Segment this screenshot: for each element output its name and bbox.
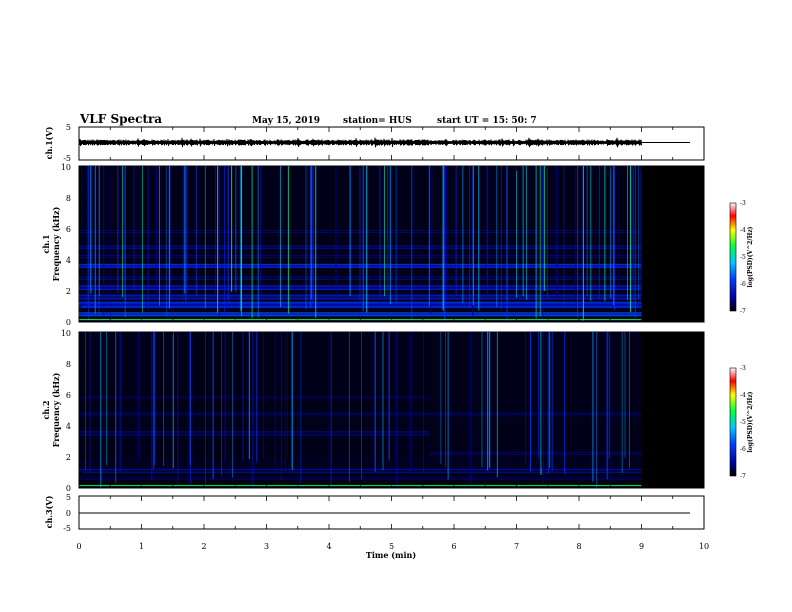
spectrum-band xyxy=(79,397,429,398)
ch1-spec-ytick-8: 8 xyxy=(66,194,71,203)
ch2-cb-tick-m7: -7 xyxy=(740,473,746,480)
ch1-colorbar xyxy=(729,202,737,312)
ch1-ylabel: ch.1(V) xyxy=(44,126,54,159)
ch2-spec-ticks xyxy=(78,331,705,489)
xtick-5: 5 xyxy=(389,542,394,551)
spectrum-band xyxy=(79,414,642,416)
ch2-spec-ytick-labels: 0 2 4 6 8 10 xyxy=(61,329,71,493)
ch1-spec-ytick-2: 2 xyxy=(66,287,71,296)
xtick-1: 1 xyxy=(139,542,144,551)
ch2-spec-channel-label: ch.2 xyxy=(41,400,51,419)
xtick-6: 6 xyxy=(451,542,456,551)
panel-ch1-waveform: 5 -5 ch.1(V) xyxy=(44,123,705,163)
ch1-ytick-bottom: -5 xyxy=(63,154,71,163)
xtick-9: 9 xyxy=(639,542,644,551)
ch1-spec-ylabel: Frequency (kHz) xyxy=(51,206,61,281)
spectrum-band xyxy=(429,453,642,455)
ch2-spec-ytick-0: 0 xyxy=(66,484,71,493)
spectrum-band xyxy=(79,313,642,315)
ch1-cb-tick-m5: -5 xyxy=(740,254,746,261)
panel-ch3-waveform: 5 0 -5 ch.3(V) xyxy=(44,493,705,533)
xtick-8: 8 xyxy=(576,542,581,551)
start-time-label: start UT = 15: 50: 7 xyxy=(437,116,537,126)
ch1-spec-ytick-6: 6 xyxy=(66,225,71,234)
ch3-ytick-bottom: -5 xyxy=(63,524,71,533)
ch2-spec-ytick-8: 8 xyxy=(66,360,71,369)
panel-ch1-spectrogram: 0 2 4 6 8 10 ch.1 Frequency (kHz) -3 -4 … xyxy=(41,163,754,327)
ch1-spec-ytick-labels: 0 2 4 6 8 10 xyxy=(61,163,71,327)
ch3-ylabel: ch.3(V) xyxy=(44,495,54,528)
xtick-7: 7 xyxy=(514,542,519,551)
x-axis: 0 1 2 3 4 5 6 7 8 9 10 Time (min) xyxy=(76,542,709,560)
ch2-cb-tick-m5: -5 xyxy=(740,419,746,426)
x-axis-label: Time (min) xyxy=(366,550,416,560)
ch1-ytick-top: 5 xyxy=(66,123,71,132)
xtick-3: 3 xyxy=(264,542,269,551)
panel-ch2-spectrogram: 0 2 4 6 8 10 ch.2 Frequency (kHz) -3 -4 … xyxy=(41,329,754,493)
xtick-0: 0 xyxy=(76,542,81,551)
ch1-spec-ticks xyxy=(78,165,705,323)
figure-title: VLF Spectra xyxy=(79,112,162,126)
ch1-cb-tick-m3: -3 xyxy=(740,200,746,207)
ch1-spectrogram-image xyxy=(79,166,704,322)
ch1-cb-tick-m4: -4 xyxy=(740,227,746,234)
date-label: May 15, 2019 xyxy=(252,116,320,126)
spectrum-band xyxy=(79,303,642,307)
ch1-ticks xyxy=(78,127,705,160)
ch1-colorbar-label: log(PSD)(V^2/Hz) xyxy=(747,226,754,287)
spectrum-band xyxy=(79,478,642,480)
ch3-ticks xyxy=(78,496,705,529)
xtick-10: 10 xyxy=(699,542,709,551)
ch2-spectrogram-image xyxy=(79,332,704,488)
ch2-spec-ytick-4: 4 xyxy=(66,422,71,431)
ch3-ytick-top: 5 xyxy=(66,493,71,502)
ch1-spec-ytick-0: 0 xyxy=(66,318,71,327)
ch1-waveform-trace xyxy=(78,137,642,148)
xtick-4: 4 xyxy=(326,542,331,551)
xtick-2: 2 xyxy=(201,542,206,551)
ch1-spec-ytick-10: 10 xyxy=(61,163,71,172)
ch2-colorbar xyxy=(729,367,737,477)
ch2-spec-ytick-2: 2 xyxy=(66,453,71,462)
ch1-spec-ytick-4: 4 xyxy=(66,256,71,265)
ch1-cb-tick-m7: -7 xyxy=(740,308,746,315)
ch2-colorbar-label: log(PSD)(V^2/Hz) xyxy=(747,391,754,452)
station-label: station= HUS xyxy=(343,116,412,126)
ch1-colorbar-ticks: -3 -4 -5 -6 -7 xyxy=(740,200,746,315)
spectrum-band xyxy=(79,432,429,435)
spectrum-band xyxy=(79,462,642,464)
ch1-spec-channel-label: ch.1 xyxy=(41,234,51,253)
ch2-cb-tick-m6: -6 xyxy=(740,446,746,453)
ch3-ytick-mid: 0 xyxy=(66,509,71,518)
ch2-cb-tick-m4: -4 xyxy=(740,392,746,399)
spectrum-band xyxy=(79,470,642,472)
ch2-spec-ytick-10: 10 xyxy=(61,329,71,338)
ch1-cb-tick-m6: -6 xyxy=(740,281,746,288)
ch2-cb-tick-m3: -3 xyxy=(740,365,746,372)
ch2-spec-ylabel: Frequency (kHz) xyxy=(51,372,61,447)
ch2-colorbar-ticks: -3 -4 -5 -6 -7 xyxy=(740,365,746,480)
ch2-spec-ytick-6: 6 xyxy=(66,391,71,400)
